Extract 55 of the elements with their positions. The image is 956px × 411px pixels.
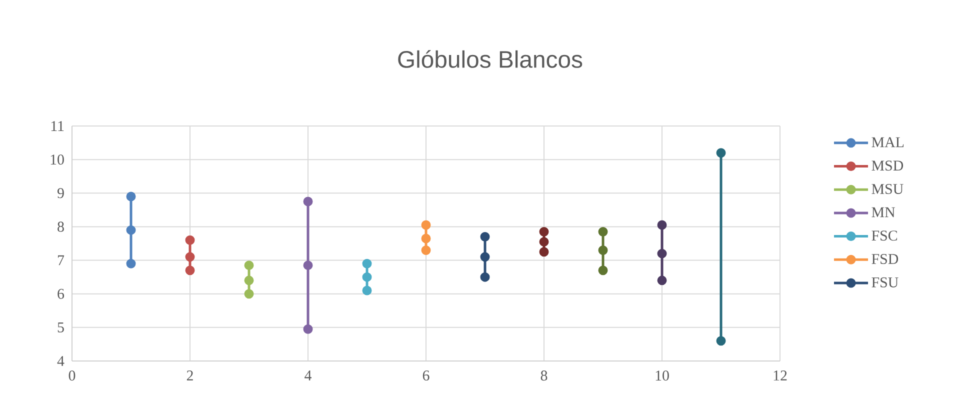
point (539, 247, 549, 257)
y-tick-label: 7 (58, 255, 64, 266)
point (421, 220, 431, 230)
y-tick-label: 9 (57, 188, 64, 198)
point (539, 237, 549, 247)
point (303, 260, 313, 270)
point (480, 272, 490, 282)
point (126, 192, 136, 202)
x-tick-label: 12 (774, 370, 787, 380)
legend-label: FSU (872, 277, 898, 288)
legend-label: MN (872, 207, 895, 218)
point (244, 260, 254, 270)
point (362, 258, 372, 268)
y-tick-label: 11 (51, 121, 64, 131)
point (185, 252, 195, 262)
point (598, 227, 608, 236)
point (303, 196, 313, 206)
point (421, 245, 431, 255)
point (126, 225, 136, 235)
point (480, 252, 490, 262)
point (598, 266, 608, 276)
point (716, 148, 726, 158)
point (598, 245, 608, 255)
point (657, 248, 667, 258)
point (657, 220, 667, 230)
point (185, 235, 195, 245)
point (244, 289, 254, 299)
point (362, 272, 372, 282)
x-tick-label: 6 (422, 370, 430, 381)
x-tick-label: 0 (68, 370, 76, 381)
y-tick-label: 10 (50, 154, 64, 165)
point (362, 286, 372, 296)
x-tick-label: 2 (186, 370, 193, 380)
legend-label: FSD (872, 254, 898, 264)
point (421, 234, 431, 244)
y-tick-label: 5 (58, 322, 64, 332)
legend-label: MSD (872, 160, 904, 171)
point (539, 227, 549, 236)
point (244, 276, 254, 286)
point (126, 258, 136, 268)
legend-label: MSU (872, 184, 904, 194)
point (185, 266, 195, 276)
chart-title: Glóbulos Blancos (398, 50, 582, 68)
x-tick-label: 8 (540, 370, 548, 381)
legend-label: MAL (872, 137, 904, 148)
point (303, 324, 313, 334)
y-tick-label: 8 (58, 222, 64, 232)
point (657, 276, 667, 286)
legend-label: FSC (872, 230, 898, 241)
x-tick-label: 10 (656, 370, 669, 381)
x-tick-label: 4 (304, 370, 312, 380)
y-tick-label: 4 (57, 356, 64, 366)
y-tick-label: 6 (58, 288, 64, 299)
point (480, 232, 490, 242)
point (716, 336, 726, 346)
